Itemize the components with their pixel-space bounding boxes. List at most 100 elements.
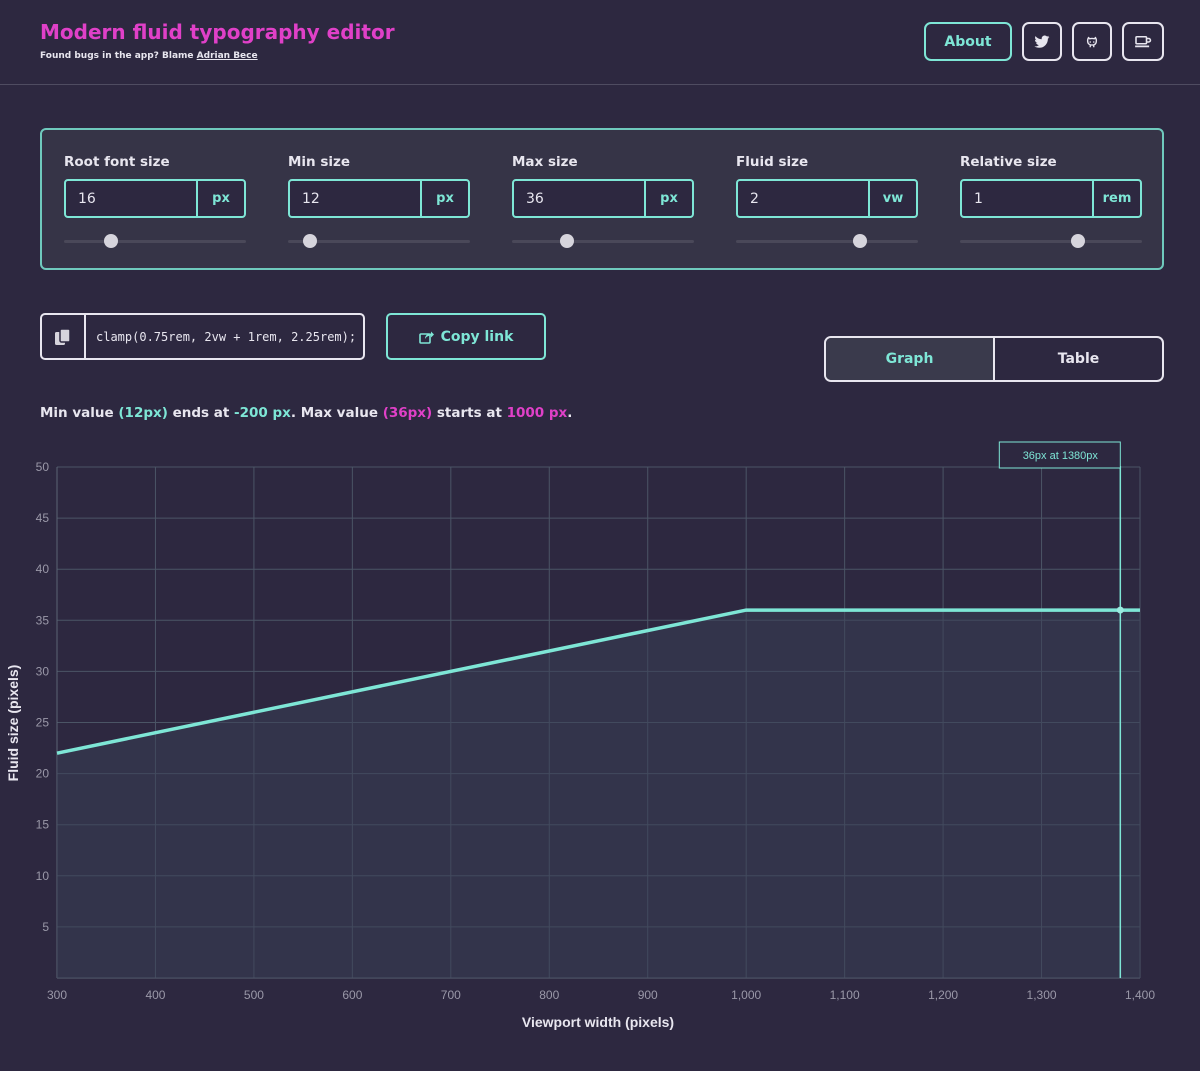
x-tick-label: 500 [244, 988, 264, 1002]
y-tick-label: 50 [36, 460, 50, 474]
copy-link-label: Copy link [440, 328, 514, 345]
slider-thumb[interactable] [104, 234, 119, 248]
max-size-slider[interactable] [512, 234, 694, 248]
y-axis-label: Fluid size (pixels) [5, 665, 21, 782]
relative-size-box: 1 rem [960, 179, 1142, 218]
fluid-size-field: Fluid size 2 vw [736, 154, 918, 248]
fluid-size-chart: 300 400 500 600 700 800 900 1,000 1,100 1,200 1,30… [5, 441, 1155, 1030]
settings-panel: Root font size 16 px Min size 12 px Max … [40, 128, 1164, 270]
app-header: Modern fluid typography editor Found bug… [0, 0, 1200, 85]
view-toggle: Graph Table [824, 336, 1164, 382]
max-size-box: 36 px [512, 179, 694, 218]
relative-size-unit: rem [1102, 191, 1132, 206]
x-tick-label: 1,100 [830, 988, 860, 1002]
x-tick-label: 600 [342, 988, 362, 1002]
summary-text: starts at [432, 405, 507, 421]
root-font-size-input[interactable]: 16 [66, 181, 198, 216]
root-font-size-box: 16 px [64, 179, 246, 218]
slider-thumb[interactable] [1071, 234, 1086, 248]
author-link[interactable]: Adrian Bece [196, 51, 258, 61]
x-tick-label: 400 [145, 988, 165, 1002]
slider-track [512, 240, 694, 243]
tab-graph[interactable]: Graph [826, 338, 995, 380]
slider-thumb[interactable] [302, 234, 317, 248]
relative-size-input[interactable]: 1 [962, 181, 1094, 216]
fluid-size-slider[interactable] [736, 234, 918, 248]
y-tick-label: 5 [42, 920, 49, 934]
y-tick-label: 35 [36, 613, 50, 627]
relative-size-slider[interactable] [960, 234, 1142, 248]
github-icon [1086, 36, 1098, 47]
max-value: (36px) [382, 405, 433, 421]
max-size-label: Max size [512, 154, 578, 170]
fluid-size-box: 2 vw [736, 179, 918, 218]
relative-size-field: Relative size 1 rem [960, 154, 1142, 248]
slider-track [288, 240, 470, 243]
x-tick-label: 1,400 [1125, 988, 1155, 1002]
fluid-size-input[interactable]: 2 [738, 181, 870, 216]
share-icon [418, 331, 434, 344]
relative-size-label: Relative size [960, 154, 1057, 170]
copy-icon [55, 327, 71, 345]
x-tick-label: 700 [441, 988, 461, 1002]
min-end-value: -200 px [234, 405, 291, 421]
root-font-size-unit: px [212, 191, 230, 206]
y-tick-label: 20 [36, 767, 50, 781]
min-size-unit: px [436, 191, 454, 206]
summary-text: ends at [167, 405, 235, 421]
summary-text: Min value [40, 405, 119, 421]
y-tick-label: 15 [36, 818, 50, 832]
clamp-code: clamp(0.75rem, 2vw + 1rem, 2.25rem); [96, 329, 357, 344]
slider-thumb[interactable] [852, 234, 867, 248]
root-font-size-label: Root font size [64, 154, 170, 170]
y-tick-label: 45 [36, 511, 50, 525]
y-tick-label: 30 [36, 664, 50, 678]
twitter-icon [1034, 35, 1050, 48]
min-value: (12px) [118, 405, 168, 421]
cursor-tooltip [998, 441, 1121, 469]
slider-track [960, 240, 1142, 243]
twitter-button[interactable] [1022, 22, 1062, 61]
x-tick-label: 1,000 [731, 988, 761, 1002]
series-line [56, 608, 1140, 755]
page-title: Modern fluid typography editor [40, 20, 395, 44]
y-tick-label: 40 [36, 562, 50, 576]
x-tick-label: 900 [638, 988, 658, 1002]
slider-track [64, 240, 246, 243]
x-tick-label: 1,300 [1027, 988, 1057, 1002]
root-font-size-field: Root font size 16 px [64, 154, 246, 248]
y-tick-label: 10 [36, 869, 50, 883]
x-tick-label: 1,200 [928, 988, 958, 1002]
slider-thumb[interactable] [559, 234, 574, 248]
cursor-tooltip-label: 36px at 1380px [1023, 450, 1099, 462]
subtitle-text: Found bugs in the app? Blame [40, 51, 197, 61]
coffee-icon [1135, 35, 1152, 47]
copy-link-button[interactable]: Copy link [386, 313, 546, 360]
min-size-input[interactable]: 12 [290, 181, 422, 216]
max-start-value: 1000 px [506, 405, 568, 421]
fluid-size-label: Fluid size [736, 154, 809, 170]
range-summary: Min value (12px) ends at -200 px. Max va… [40, 405, 572, 421]
tab-table[interactable]: Table [1057, 351, 1100, 367]
x-tick-label: 800 [539, 988, 559, 1002]
max-size-unit: px [660, 191, 678, 206]
fluid-size-unit: vw [882, 191, 904, 206]
min-size-box: 12 px [288, 179, 470, 218]
min-size-field: Min size 12 px [288, 154, 470, 248]
about-button[interactable]: About [924, 22, 1012, 61]
coffee-button[interactable] [1122, 22, 1164, 61]
clamp-output: clamp(0.75rem, 2vw + 1rem, 2.25rem); [40, 313, 365, 360]
series-area [57, 610, 1140, 978]
copy-code-button[interactable] [42, 315, 86, 358]
summary-text: . [567, 405, 573, 421]
summary-text: . Max value [290, 405, 383, 421]
min-size-slider[interactable] [288, 234, 470, 248]
root-font-size-slider[interactable] [64, 234, 246, 248]
y-tick-label: 25 [36, 716, 50, 730]
github-button[interactable] [1072, 22, 1112, 61]
x-tick-label: 300 [47, 988, 67, 1002]
slider-track [736, 240, 918, 243]
cursor-point [1116, 606, 1124, 614]
max-size-input[interactable]: 36 [514, 181, 646, 216]
max-size-field: Max size 36 px [512, 154, 694, 248]
